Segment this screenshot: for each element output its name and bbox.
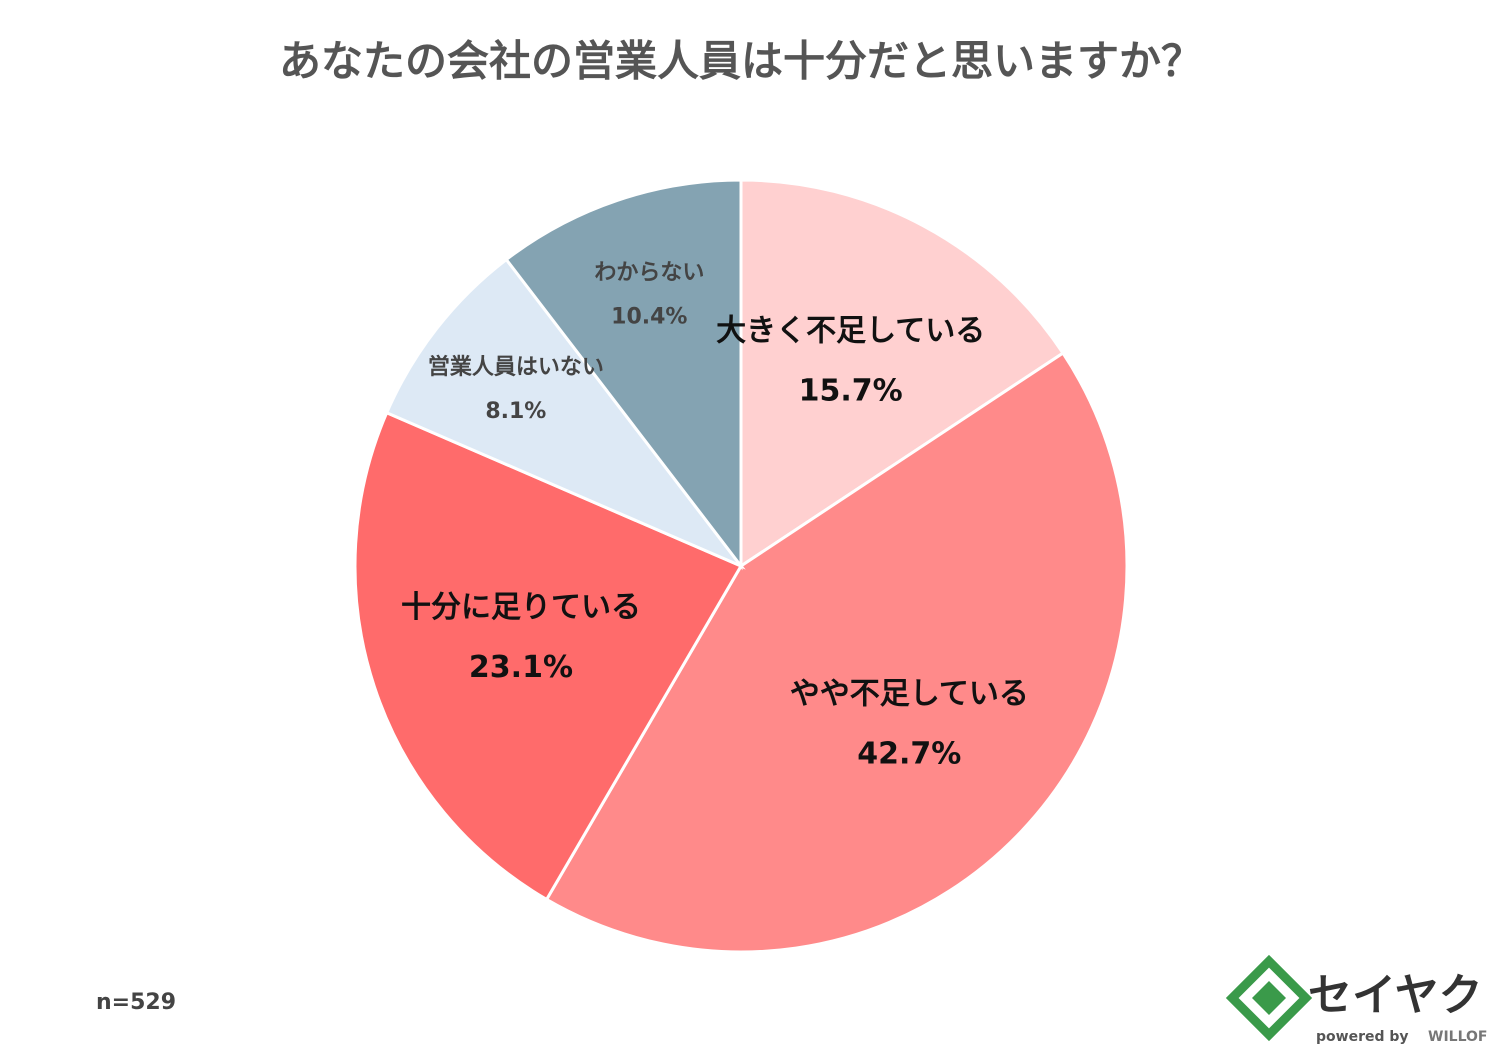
- value-label: 42.7%: [857, 737, 961, 772]
- value-label: 23.1%: [469, 650, 573, 685]
- pie-slice: [739, 178, 1066, 569]
- sample-note: n=529: [96, 990, 176, 1015]
- slice-label: わからない: [594, 260, 704, 285]
- logo-tagline: powered by: [1316, 1029, 1409, 1045]
- value-label: 8.1%: [485, 399, 546, 424]
- slice-label: 十分に足りている: [401, 590, 641, 625]
- chart-title: あなたの会社の営業人員は十分だと思いますか？: [279, 37, 1203, 86]
- logo-brand: WILLOF: [1428, 1029, 1487, 1045]
- slice-label: やや不足している: [790, 677, 1029, 712]
- value-label: 15.7%: [799, 374, 903, 409]
- pie-slice: [504, 178, 743, 571]
- value-label: 10.4%: [611, 304, 687, 329]
- pie-slice: [544, 350, 1129, 954]
- slice-label: 営業人員はいない: [428, 354, 604, 380]
- pie-slice: [353, 410, 744, 902]
- logo-icon: [1225, 954, 1313, 1042]
- slice-label: 大きく不足している: [716, 314, 985, 349]
- pie-slice: [384, 257, 746, 570]
- logo-name: セイヤク: [1308, 970, 1483, 1021]
